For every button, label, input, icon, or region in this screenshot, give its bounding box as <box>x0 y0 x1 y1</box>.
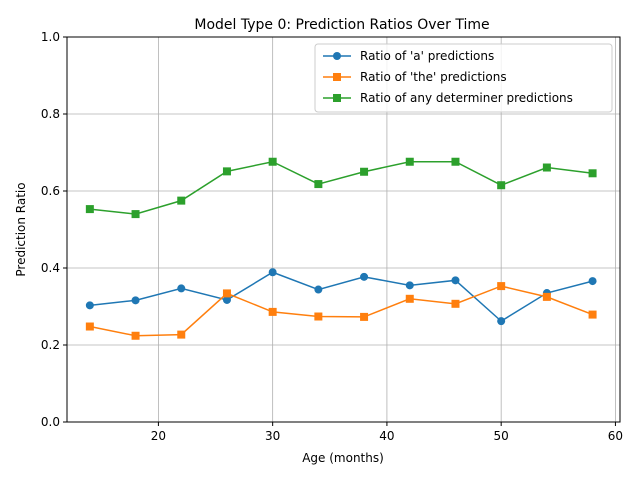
data-point <box>131 331 140 340</box>
data-point <box>85 322 94 331</box>
data-point <box>360 167 369 176</box>
data-point <box>405 294 414 303</box>
legend-label: Ratio of 'a' predictions <box>360 49 494 63</box>
legend-label: Ratio of any determiner predictions <box>360 91 573 105</box>
data-point <box>268 268 277 277</box>
data-point <box>451 299 460 308</box>
legend-marker <box>333 94 341 102</box>
x-axis-label: Age (months) <box>302 451 384 465</box>
legend-item: Ratio of 'the' predictions <box>323 70 507 84</box>
y-tick-label: 0.2 <box>41 338 60 352</box>
y-tick-label: 0.8 <box>41 107 60 121</box>
data-point <box>268 307 277 316</box>
legend-marker <box>333 73 341 81</box>
data-point <box>85 301 94 310</box>
data-point <box>497 317 506 326</box>
data-point <box>131 296 140 305</box>
data-point <box>451 157 460 166</box>
data-point <box>588 277 597 286</box>
plot-frame <box>66 36 621 423</box>
data-point <box>131 210 140 219</box>
data-point <box>451 276 460 285</box>
data-point <box>222 167 231 176</box>
legend-box <box>314 43 613 113</box>
legend-item: Ratio of any determiner predictions <box>323 91 573 105</box>
data-point <box>222 289 231 298</box>
chart-title: Model Type 0: Prediction Ratios Over Tim… <box>194 17 489 33</box>
data-point <box>177 284 186 293</box>
x-tick-label: 40 <box>379 429 394 443</box>
data-point <box>177 330 186 339</box>
data-point <box>314 312 323 321</box>
legend: Ratio of 'a' predictions Ratio of 'the' p… <box>314 43 613 113</box>
series-2 <box>85 157 597 219</box>
data-point <box>360 272 369 281</box>
x-tick-label: 30 <box>265 429 280 443</box>
data-point <box>497 181 506 190</box>
data-point <box>588 310 597 319</box>
y-axis-label: Prediction Ratio <box>14 182 28 276</box>
data-point <box>314 285 323 294</box>
series-1 <box>85 282 597 340</box>
y-tick-label: 0.0 <box>41 415 60 429</box>
data-point <box>177 196 186 205</box>
legend-item: Ratio of 'a' predictions <box>323 49 494 63</box>
data-point <box>222 295 231 304</box>
series-line <box>89 271 593 323</box>
data-point <box>405 281 414 290</box>
data-point <box>85 205 94 214</box>
y-tick-label: 0.6 <box>41 184 60 198</box>
x-tick-label: 50 <box>494 429 509 443</box>
legend-marker <box>333 52 341 60</box>
data-point <box>268 157 277 166</box>
legend-label: Ratio of 'the' predictions <box>360 70 507 84</box>
x-tick-label: 60 <box>608 429 623 443</box>
axis-ticks: 20 30 40 50 60 0.0 0.2 0.4 0.6 0.8 1.0 <box>41 30 623 443</box>
data-point <box>588 169 597 178</box>
series-layer <box>85 157 597 340</box>
data-point <box>542 292 551 301</box>
y-tick-label: 0.4 <box>41 261 60 275</box>
data-point <box>405 157 414 166</box>
series-line <box>89 285 593 337</box>
y-tick-label: 1.0 <box>41 30 60 44</box>
data-point <box>314 180 323 189</box>
x-tick-label: 20 <box>151 429 166 443</box>
data-point <box>360 312 369 321</box>
data-point <box>497 282 506 291</box>
data-point <box>542 163 551 172</box>
series-line <box>89 160 593 215</box>
